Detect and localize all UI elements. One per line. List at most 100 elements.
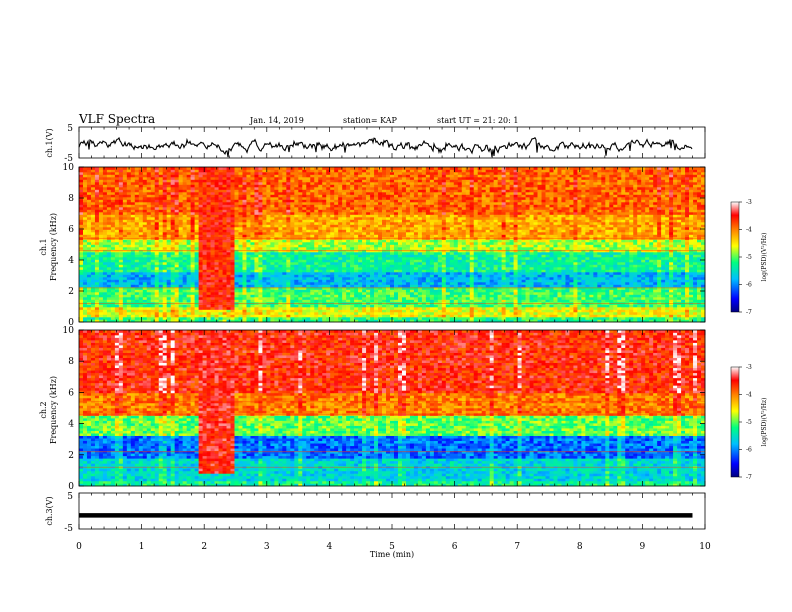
spectrogram-cell: [111, 175, 115, 178]
spectrogram-cell: [250, 227, 254, 230]
spectrogram-cell: [191, 167, 195, 170]
spectrogram-cell: [115, 217, 119, 220]
spectrogram-cell: [139, 287, 143, 290]
spectrogram-cell: [294, 240, 298, 243]
spectrogram-cell: [191, 257, 195, 260]
spectrogram-cell: [238, 190, 242, 193]
spectrogram-cell: [195, 247, 199, 250]
spectrogram-cell: [342, 292, 346, 295]
spectrogram-cell: [91, 267, 95, 270]
spectrogram-cell: [171, 170, 175, 173]
spectrogram-cell: [91, 295, 95, 298]
spectrogram-cell: [175, 307, 179, 310]
spectrogram-cell: [91, 275, 95, 278]
spectrogram-cell: [139, 215, 143, 218]
spectrogram-cell: [374, 265, 378, 268]
spectrogram-cell: [127, 305, 131, 308]
spectrogram-cell: [139, 180, 143, 183]
spectrogram-cell: [258, 180, 262, 183]
spectrogram-cell: [386, 307, 390, 310]
spectrogram-cell: [294, 300, 298, 303]
spectrogram-cell: [135, 185, 139, 188]
spectrogram-cell: [306, 312, 310, 315]
spectrogram-cell: [115, 312, 119, 315]
spectrogram-cell: [147, 192, 151, 195]
spectrogram-cell: [111, 202, 115, 205]
spectrogram-cell: [231, 277, 235, 280]
spectrogram-cell: [282, 272, 286, 275]
spectrogram-cell: [155, 270, 159, 273]
spectrogram-cell: [191, 230, 195, 233]
spectrogram-cell: [282, 287, 286, 290]
spectrogram-cell: [338, 305, 342, 308]
spectrogram-cell: [131, 290, 135, 293]
spectrogram-cell: [314, 305, 318, 308]
spectrogram-cell: [310, 287, 314, 290]
spectrogram-cell: [143, 257, 147, 260]
spectrogram-cell: [87, 242, 91, 245]
spectrogram-cell: [159, 310, 163, 313]
spectrogram-cell: [258, 197, 262, 200]
spectrogram-cell: [394, 225, 398, 228]
spectrogram-cell: [250, 280, 254, 283]
spectrogram-cell: [99, 282, 103, 285]
spectrogram-cell: [235, 287, 239, 290]
spectrogram-cell: [254, 292, 258, 295]
spectrogram-cell: [95, 167, 99, 170]
spectrogram-cell: [366, 217, 370, 220]
spectrogram-cell: [342, 245, 346, 248]
spectrogram-cell: [394, 202, 398, 205]
spectrogram-cell: [338, 285, 342, 288]
spectrogram-cell: [270, 270, 274, 273]
spectrogram-cell: [131, 205, 135, 208]
spectrogram-cell: [250, 252, 254, 255]
spectrogram-cell: [398, 270, 402, 273]
spectrogram-cell: [231, 245, 235, 248]
spectrogram-cell: [390, 287, 394, 290]
spectrogram-cell: [266, 175, 270, 178]
spectrogram-cell: [374, 287, 378, 290]
spectrogram-cell: [195, 175, 199, 178]
spectrogram-cell: [254, 255, 258, 258]
spectrogram-cell: [390, 245, 394, 248]
spectrogram-cell: [386, 222, 390, 225]
spectrogram-cell: [231, 240, 235, 243]
spectrogram-cell: [155, 255, 159, 258]
spectrogram-cell: [338, 225, 342, 228]
spectrogram-cell: [115, 262, 119, 265]
spectrogram-cell: [95, 230, 99, 233]
spectrogram-cell: [250, 285, 254, 288]
spectrogram-cell: [350, 200, 354, 203]
spectrogram-cell: [318, 260, 322, 263]
spectrogram-cell: [282, 172, 286, 175]
spectrogram-cell: [354, 315, 358, 318]
spectrogram-cell: [294, 295, 298, 298]
spectrogram-cell: [91, 180, 95, 183]
spectrogram-cell: [131, 197, 135, 200]
spectrogram-cell: [390, 220, 394, 223]
spectrogram-cell: [314, 265, 318, 268]
spectrogram-cell: [246, 300, 250, 303]
spectrogram-cell: [314, 225, 318, 228]
spectrogram-cell: [131, 242, 135, 245]
spectrogram-cell: [123, 260, 127, 263]
spectrogram-cell: [334, 167, 338, 170]
spectrogram-cell: [95, 260, 99, 263]
spectrogram-cell: [111, 245, 115, 248]
spectrogram-cell: [235, 310, 239, 313]
spectrogram-cell: [330, 170, 334, 173]
spectrogram-cell: [131, 295, 135, 298]
spectrogram-cell: [378, 240, 382, 243]
spectrogram-cell: [298, 252, 302, 255]
spectrogram-cell: [294, 212, 298, 215]
spectrogram-cell: [290, 287, 294, 290]
spectrogram-cell: [374, 257, 378, 260]
spectrogram-cell: [254, 310, 258, 313]
spectrogram-cell: [175, 207, 179, 210]
spectrogram-cell: [374, 167, 378, 170]
spectrogram-cell: [294, 177, 298, 180]
spectrogram-cell: [95, 312, 99, 315]
spectrogram-cell: [111, 252, 115, 255]
spectrogram-cell: [386, 297, 390, 300]
spectrogram-cell: [219, 300, 223, 303]
